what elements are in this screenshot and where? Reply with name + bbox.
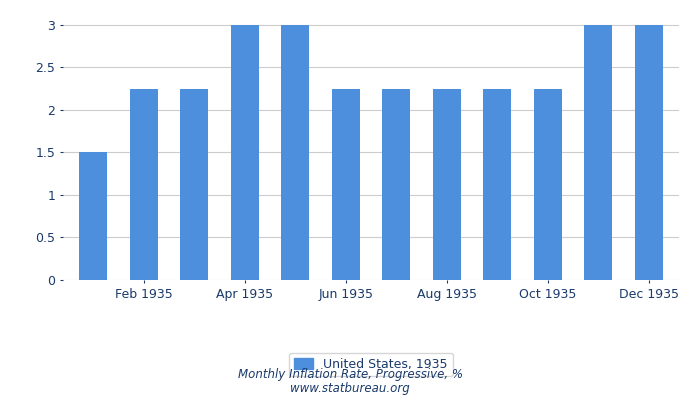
Bar <box>382 88 410 280</box>
Bar <box>483 88 511 280</box>
Bar <box>534 88 561 280</box>
Text: Monthly Inflation Rate, Progressive, %: Monthly Inflation Rate, Progressive, % <box>237 368 463 381</box>
Bar <box>281 25 309 280</box>
Bar <box>332 88 360 280</box>
Bar <box>433 88 461 280</box>
Bar <box>584 25 612 280</box>
Bar <box>181 88 208 280</box>
Bar <box>635 25 663 280</box>
Bar <box>231 25 259 280</box>
Text: www.statbureau.org: www.statbureau.org <box>290 382 410 395</box>
Legend: United States, 1935: United States, 1935 <box>289 352 453 376</box>
Bar <box>130 88 158 280</box>
Bar <box>79 152 107 280</box>
